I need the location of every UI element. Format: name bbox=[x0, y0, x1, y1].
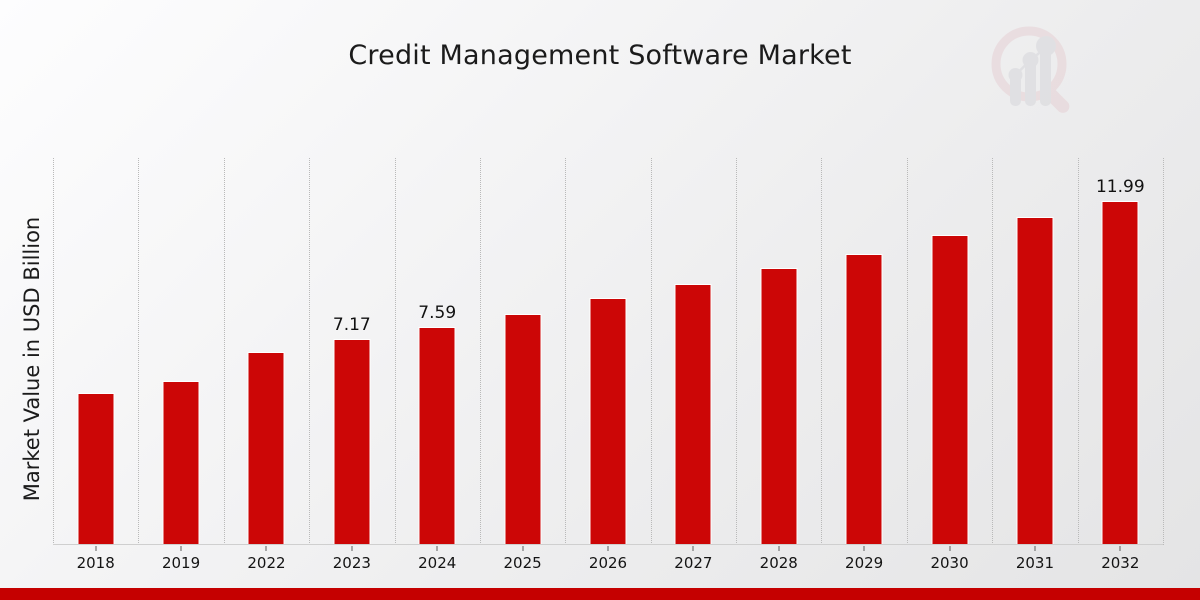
x-tick-mark-2028 bbox=[778, 546, 780, 551]
bar-value-label-2023: 7.17 bbox=[332, 315, 371, 336]
bar-2023[interactable] bbox=[333, 339, 371, 545]
bar-slot bbox=[736, 158, 821, 545]
gridline bbox=[1077, 158, 1080, 545]
bar-slot bbox=[565, 158, 650, 545]
x-tick-label-2019: 2019 bbox=[161, 554, 201, 572]
x-tick-label-2027: 2027 bbox=[674, 554, 713, 572]
gridline bbox=[821, 158, 823, 545]
bar-slot bbox=[992, 158, 1077, 545]
gridline bbox=[309, 158, 311, 545]
x-tick-mark-2030 bbox=[949, 546, 951, 551]
bar-slot: 7.59 bbox=[395, 158, 480, 545]
gridline bbox=[650, 158, 653, 545]
bar-slot bbox=[53, 158, 138, 545]
gridline bbox=[394, 158, 397, 545]
x-tick-label-2028: 2028 bbox=[759, 554, 798, 572]
bar-slot bbox=[907, 158, 992, 545]
y-axis-title: Market Value in USD Billion bbox=[20, 216, 44, 502]
bar-2026[interactable] bbox=[589, 297, 627, 545]
x-tick-mark-2023 bbox=[351, 546, 353, 551]
bar-2028[interactable] bbox=[760, 268, 798, 545]
x-tick-label-2022: 2022 bbox=[247, 554, 286, 572]
bar-2024[interactable] bbox=[418, 327, 456, 545]
x-tick-mark-2024 bbox=[436, 546, 438, 551]
gridline bbox=[479, 158, 482, 545]
x-tick-mark-2027 bbox=[692, 546, 694, 551]
gridline bbox=[736, 158, 738, 545]
bar-slot: 11.99 bbox=[1078, 158, 1163, 545]
bar-2030[interactable] bbox=[931, 234, 969, 545]
axis-baseline bbox=[53, 544, 1163, 545]
x-tick-label-2031: 2031 bbox=[1015, 554, 1055, 572]
x-tick-label-2018: 2018 bbox=[76, 554, 115, 572]
magnifier-bar-chart-logo-icon bbox=[983, 18, 1087, 122]
x-tick-label-2029: 2029 bbox=[845, 554, 884, 572]
bar-2029[interactable] bbox=[845, 253, 883, 545]
bar-2019[interactable] bbox=[162, 381, 200, 545]
x-tick-mark-2018 bbox=[95, 546, 97, 551]
bar-value-label-2032: 11.99 bbox=[1095, 177, 1145, 198]
x-tick-mark-2025 bbox=[522, 546, 524, 551]
bar-slot bbox=[480, 158, 565, 545]
x-tick-label-2032: 2032 bbox=[1101, 554, 1140, 572]
x-tick-label-2026: 2026 bbox=[588, 554, 628, 572]
bar-value-label-2024: 7.59 bbox=[418, 303, 457, 324]
bar-2031[interactable] bbox=[1016, 217, 1054, 545]
gridline bbox=[223, 158, 226, 545]
gridline bbox=[992, 158, 994, 545]
bar-2025[interactable] bbox=[504, 313, 542, 545]
x-tick-label-2025: 2025 bbox=[503, 554, 542, 572]
gridline bbox=[565, 158, 567, 545]
bar-2022[interactable] bbox=[247, 351, 285, 545]
gridline bbox=[53, 158, 55, 545]
bar-slot bbox=[651, 158, 736, 545]
bar-slot: 7.17 bbox=[309, 158, 394, 545]
x-tick-label-2030: 2030 bbox=[930, 554, 969, 572]
x-tick-mark-2022 bbox=[265, 546, 267, 551]
gridline bbox=[1163, 158, 1165, 545]
x-tick-mark-2029 bbox=[863, 546, 865, 551]
x-axis: 2018 2019 2022 2023 2024 2025 2026 2027 2028 2029… bbox=[53, 546, 1163, 576]
x-tick-mark-2032 bbox=[1119, 546, 1121, 551]
bar-slot bbox=[224, 158, 309, 545]
x-tick-mark-2026 bbox=[607, 546, 609, 551]
plot-area: 7.17 7.59 11.99 bbox=[53, 158, 1165, 545]
x-tick-label-2023: 2023 bbox=[332, 554, 371, 572]
bar-2018[interactable] bbox=[77, 393, 115, 545]
gridline bbox=[906, 158, 909, 545]
x-tick-label-2024: 2024 bbox=[418, 554, 457, 572]
bottom-accent-band bbox=[0, 588, 1200, 600]
bar-slot bbox=[138, 158, 223, 545]
bar-2032[interactable] bbox=[1101, 201, 1139, 545]
x-tick-mark-2019 bbox=[180, 546, 182, 551]
x-tick-mark-2031 bbox=[1034, 546, 1036, 551]
chart-title: Credit Management Software Market bbox=[348, 40, 852, 71]
bar-2027[interactable] bbox=[674, 284, 712, 545]
bar-slot bbox=[821, 158, 906, 545]
gridline bbox=[138, 158, 140, 545]
